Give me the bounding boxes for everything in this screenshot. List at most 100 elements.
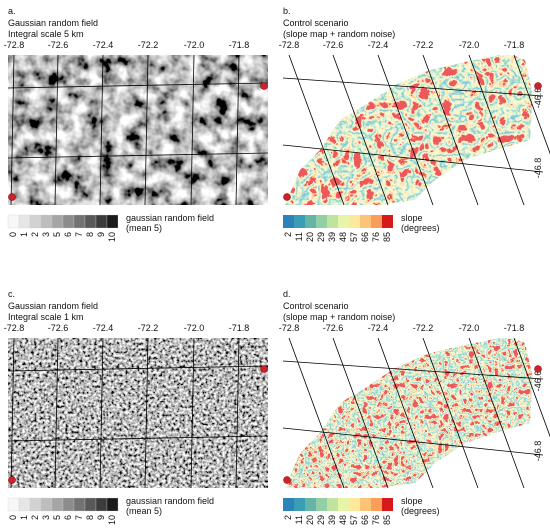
graticule (54, 337, 59, 489)
legend-swatch (73, 214, 86, 229)
legend-label: 6 (63, 515, 73, 520)
lon-tick-label: -72.8 (4, 323, 25, 333)
legend-label: 5 (52, 232, 62, 237)
site-marker (260, 82, 268, 90)
legend-label: 1 (19, 515, 29, 520)
graticule (288, 54, 345, 206)
legend-label: 29 (316, 515, 326, 525)
legend-swatch (305, 215, 316, 228)
graticule (7, 152, 269, 159)
lon-tick-label: -72.6 (48, 323, 69, 333)
lon-tick-label: -72.2 (138, 40, 159, 50)
legend-swatch (283, 498, 294, 511)
panel-label: c. (8, 289, 15, 299)
lon-tick-label: -72.4 (368, 40, 389, 50)
legend-label: 85 (382, 232, 392, 242)
legend-swatch (349, 498, 360, 511)
lon-tick-label: -72.2 (413, 40, 434, 50)
lat-tick-label: -46.6 (533, 88, 543, 109)
site-marker (8, 476, 16, 484)
legend-label: 11 (294, 232, 304, 241)
legend-label: 9 (96, 515, 106, 520)
graticule (468, 337, 525, 489)
legend-label: 10 (107, 232, 117, 242)
legend-swatch (62, 214, 75, 229)
legend-label: 3 (41, 515, 51, 520)
panel-label: d. (283, 289, 291, 299)
graticule (235, 54, 240, 206)
graticule (422, 337, 479, 489)
legend-swatch (338, 215, 349, 228)
graticule (513, 337, 550, 438)
legend-title: slope (401, 213, 423, 223)
legend-swatch (18, 214, 31, 229)
legend-label: 9 (96, 232, 106, 237)
graticule (468, 54, 525, 206)
legend-label: 1 (19, 232, 29, 237)
map (285, 338, 533, 488)
legend-title: slope (401, 496, 423, 506)
legend-swatch (360, 498, 371, 511)
legend-label: 20 (305, 515, 315, 525)
legend-label: 8 (85, 232, 95, 237)
raster (8, 338, 268, 488)
legend-title: (degrees) (401, 223, 440, 233)
legend-swatch (29, 497, 42, 512)
graticule (10, 337, 15, 489)
legend-label: 2 (283, 515, 293, 520)
lat-tick-label: -46.6 (533, 371, 543, 392)
legend-swatch (51, 214, 64, 229)
legend-title: gaussian random field (126, 496, 214, 506)
map (8, 55, 268, 205)
legend-label: 57 (349, 232, 359, 242)
lon-tick-label: -72.0 (459, 40, 480, 50)
legend-swatch (316, 215, 327, 228)
legend-label: 39 (327, 515, 337, 525)
graticule (144, 54, 149, 206)
legend-label: 48 (338, 515, 348, 525)
legend-swatch (95, 214, 108, 229)
graticule (332, 54, 389, 206)
legend-label: 2 (283, 232, 293, 237)
panel-title: Control scenario (283, 18, 349, 28)
panel-title: Integral scale 1 km (8, 312, 84, 322)
graticule (54, 54, 59, 206)
lon-tick-label: -72.4 (93, 40, 114, 50)
graticule (7, 365, 269, 372)
lon-tick-label: -72.4 (368, 323, 389, 333)
raster (8, 55, 268, 205)
graticule (190, 54, 195, 206)
raster (285, 338, 533, 488)
map (285, 55, 533, 205)
graticule (282, 77, 544, 97)
legend-label: 20 (305, 232, 315, 242)
site-marker (534, 365, 542, 373)
legend-label: 0 (8, 515, 18, 520)
lon-tick-label: -72.8 (279, 323, 300, 333)
lon-tick-label: -72.2 (413, 323, 434, 333)
lon-tick-label: -72.0 (459, 323, 480, 333)
panel-title: Control scenario (283, 301, 349, 311)
lon-tick-label: -72.6 (48, 40, 69, 50)
legend-swatch (84, 214, 97, 229)
graticule (288, 337, 345, 489)
legend-label: 66 (360, 232, 370, 242)
panel-title: Gaussian random field (8, 18, 98, 28)
legend-swatch (382, 215, 393, 228)
legend-label: 85 (382, 515, 392, 525)
legend-label: 7 (74, 232, 84, 237)
raster (285, 55, 533, 205)
legend-swatch (327, 498, 338, 511)
lat-tick-label: -46.8 (533, 441, 543, 462)
graticule (332, 337, 389, 489)
site-marker (283, 476, 291, 484)
legend-swatch (106, 497, 119, 512)
site-marker (534, 82, 542, 90)
lon-tick-label: -72.2 (138, 323, 159, 333)
graticule (10, 54, 15, 206)
graticule (99, 337, 104, 489)
lon-tick-label: -72.6 (323, 323, 344, 333)
legend-swatch (7, 497, 20, 512)
